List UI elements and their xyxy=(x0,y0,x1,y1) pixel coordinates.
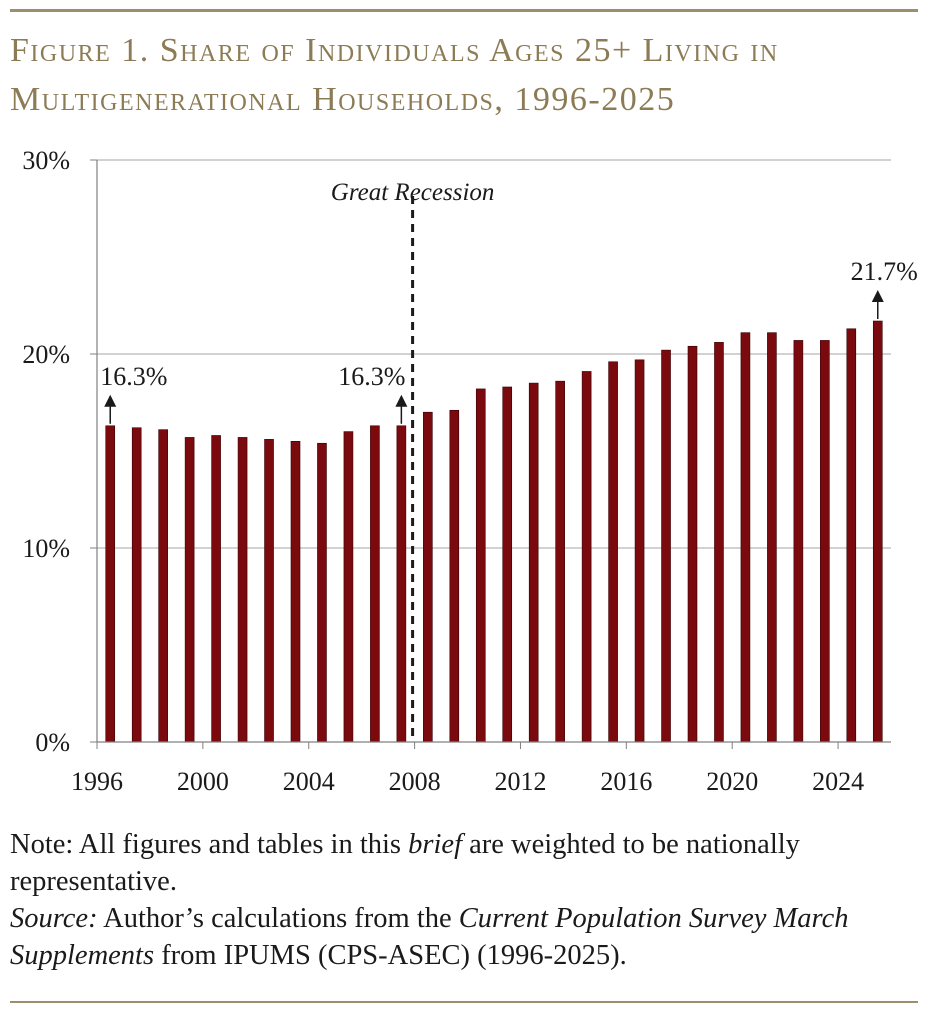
x-tick-label: 2020 xyxy=(706,767,758,796)
x-tick-label: 2004 xyxy=(283,767,335,796)
annotation-arrow-head xyxy=(104,394,117,407)
bar-chart: 0% 10% 20% 30% 1996 2000 2004 2008 2012 2016 2020 2… xyxy=(22,146,918,796)
annotation-arrow-head xyxy=(871,290,884,303)
figure-title-line2: Multigenerational Households, 1996-2025 xyxy=(10,81,676,118)
y-tick-label: 30% xyxy=(22,146,70,175)
y-tick-label: 20% xyxy=(22,340,70,369)
bar-1999 xyxy=(184,437,195,743)
bar-2022 xyxy=(793,340,804,743)
bar-2023 xyxy=(820,340,830,743)
annotation-arrow-head xyxy=(395,394,408,407)
bar-1996 xyxy=(105,425,116,743)
bar-2014 xyxy=(581,371,592,743)
annotation-label-2025: 21.7% xyxy=(851,257,918,286)
bar-2024 xyxy=(846,328,857,743)
bar-2020 xyxy=(740,332,751,743)
bar-2001 xyxy=(237,437,248,743)
x-tick-label: 2000 xyxy=(177,767,229,796)
y-tick-label: 0% xyxy=(35,728,70,757)
x-tick-label: 2012 xyxy=(494,767,546,796)
bar-2009 xyxy=(449,409,460,743)
bar-2018 xyxy=(687,345,698,743)
top-rule xyxy=(10,9,918,12)
annotation-label-1996: 16.3% xyxy=(100,362,167,391)
x-tick-label: 2016 xyxy=(600,767,652,796)
bar-2000 xyxy=(211,435,221,743)
bar-2008 xyxy=(423,411,433,743)
bar-2016 xyxy=(634,359,645,743)
bar-2013 xyxy=(555,380,565,743)
chart-notes: Note: All figures and tables in this bri… xyxy=(10,826,918,974)
bar-2005 xyxy=(343,431,354,743)
bar-1998 xyxy=(158,429,168,743)
bar-2015 xyxy=(608,361,618,743)
y-tick-label: 10% xyxy=(22,534,70,563)
bar-1997 xyxy=(131,427,142,743)
bar-2025 xyxy=(872,320,883,743)
bar-2004 xyxy=(317,442,327,743)
annotation-label-2007: 16.3% xyxy=(338,362,405,391)
bar-2006 xyxy=(370,425,380,743)
x-tick-label: 1996 xyxy=(71,767,123,796)
note-text: Note: All figures and tables in this bri… xyxy=(10,829,800,897)
bar-2012 xyxy=(528,382,539,743)
bar-2007 xyxy=(396,425,407,743)
recession-label: Great Recession xyxy=(331,179,495,206)
bar-2017 xyxy=(661,349,671,743)
figure-title: Figure 1. Share of Individuals Ages 25+ … xyxy=(10,26,918,124)
bar-2010 xyxy=(475,388,486,743)
bar-2021 xyxy=(767,332,777,743)
bottom-rule xyxy=(10,1001,918,1003)
bar-2011 xyxy=(502,386,513,743)
x-tick-label: 2008 xyxy=(389,767,441,796)
source-text: Source: Author’s calculations from the C… xyxy=(10,903,849,971)
x-tick-label: 2024 xyxy=(812,767,864,796)
bar-2002 xyxy=(264,439,274,743)
bar-2019 xyxy=(714,342,724,743)
figure-title-line1: Figure 1. Share of Individuals Ages 25+ … xyxy=(10,32,779,69)
bar-2003 xyxy=(290,440,301,743)
